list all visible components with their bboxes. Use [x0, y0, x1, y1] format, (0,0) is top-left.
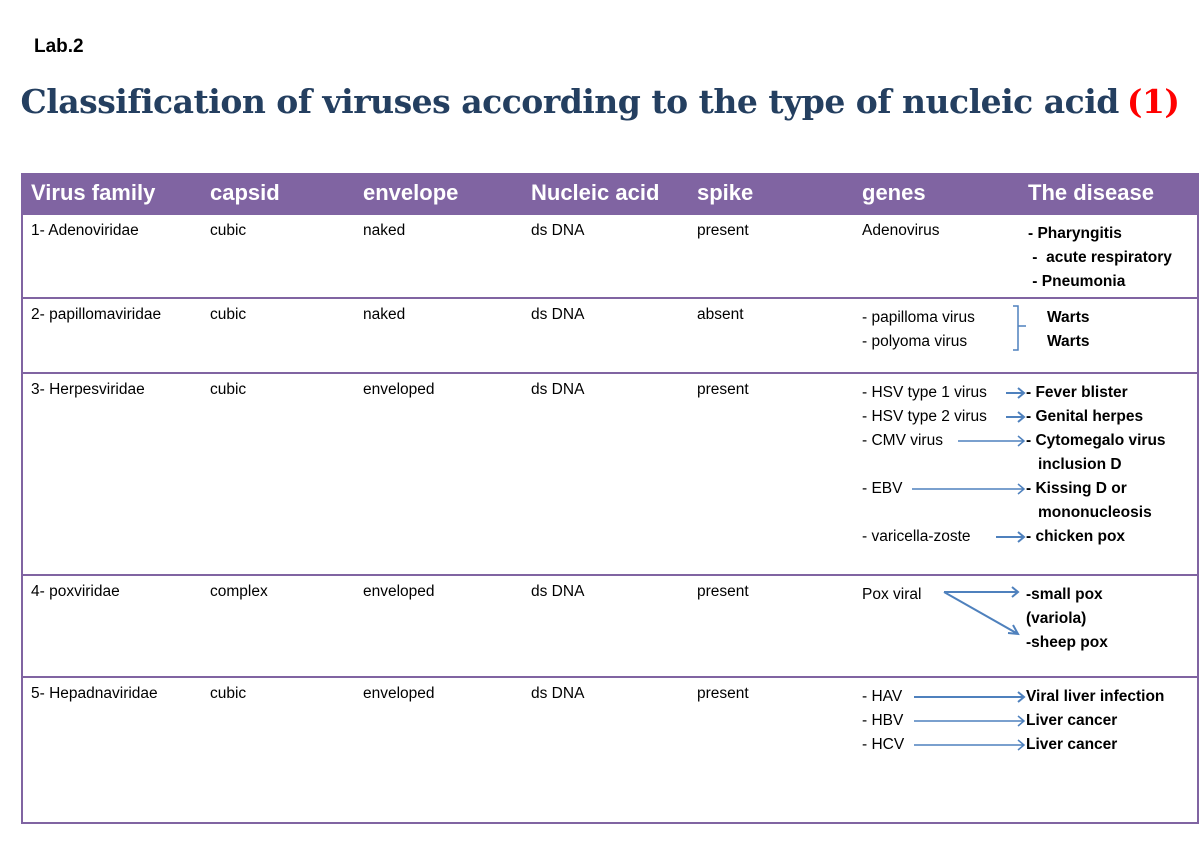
cell-family: 3- Herpesviridae: [22, 372, 202, 575]
header-envelope: envelope: [355, 174, 523, 214]
arrow-icon: [914, 715, 1026, 727]
table-row: 2- papillomaviridae cubic naked ds DNA a…: [22, 297, 1198, 373]
title-number: (1): [1126, 82, 1180, 121]
cell-genes: - papilloma virus - polyoma virus: [854, 297, 1026, 373]
gene-item: - HAV: [862, 688, 903, 705]
gene-item: - HCV: [862, 736, 905, 753]
disease-item: - Pneumonia: [1028, 273, 1126, 290]
cell-nucleic-acid: ds DNA: [523, 372, 689, 575]
disease-item: (variola): [1026, 610, 1087, 627]
gene-item: - HSV type 1 virus: [862, 384, 987, 401]
table-header-row: Virus family capsid envelope Nucleic aci…: [22, 174, 1198, 214]
gene-item: - HBV: [862, 712, 904, 729]
cell-envelope: enveloped: [355, 372, 523, 575]
table-row: 1- Adenoviridae cubic naked ds DNA prese…: [22, 213, 1198, 298]
disease-item: - Cytomegalo virus: [1026, 432, 1166, 449]
disease-item: Viral liver infection: [1026, 688, 1165, 705]
cell-nucleic-acid: ds DNA: [523, 574, 689, 677]
disease-item: Liver cancer: [1026, 712, 1118, 729]
disease-item: Warts: [1047, 333, 1090, 350]
table-row: 4- poxviridae complex enveloped ds DNA p…: [22, 574, 1198, 677]
cell-envelope: enveloped: [355, 676, 523, 823]
gene-item: Pox viral: [862, 586, 922, 603]
table-row: 3- Herpesviridae cubic enveloped ds DNA …: [22, 372, 1198, 575]
header-genes: genes: [854, 174, 1020, 214]
cell-genes-disease: Pox viral -small pox (variola) -sheep pox: [854, 574, 1198, 677]
cell-nucleic-acid: ds DNA: [523, 676, 689, 823]
cell-capsid: cubic: [202, 297, 355, 373]
cell-disease: Warts Warts: [1020, 297, 1198, 373]
arrow-icon: [912, 483, 1026, 495]
header-spike: spike: [689, 174, 854, 214]
disease-item: - acute respiratory: [1028, 249, 1172, 266]
cell-capsid: cubic: [202, 372, 355, 575]
title-text: Classification of viruses according to t…: [20, 82, 1119, 121]
cell-family: 1- Adenoviridae: [22, 213, 202, 298]
gene-item: - HSV type 2 virus: [862, 408, 987, 425]
cell-genes: Adenovirus: [854, 213, 1020, 298]
arrow-icon: [996, 531, 1026, 543]
arrow-icon: [1006, 411, 1026, 423]
cell-genes-disease: - HSV type 1 virus - Fever blister - HSV …: [854, 372, 1198, 575]
brace-icon: [1013, 305, 1026, 351]
disease-item: -small pox: [1026, 586, 1103, 603]
cell-spike: absent: [689, 297, 854, 373]
disease-item: - Fever blister: [1026, 384, 1128, 401]
cell-envelope: naked: [355, 297, 523, 373]
disease-item: - Genital herpes: [1026, 408, 1144, 425]
disease-item: -sheep pox: [1026, 634, 1108, 651]
lab-label: Lab.2: [34, 36, 84, 57]
header-virus-family: Virus family: [22, 174, 202, 214]
cell-spike: present: [689, 372, 854, 575]
cell-family: 5- Hepadnaviridae: [22, 676, 202, 823]
gene-item: - EBV: [862, 480, 903, 497]
arrow-icon: [1006, 387, 1026, 399]
cell-spike: present: [689, 676, 854, 823]
gene-item: - CMV virus: [862, 432, 943, 449]
cell-capsid: cubic: [202, 213, 355, 298]
disease-item: - chicken pox: [1026, 528, 1126, 545]
cell-envelope: enveloped: [355, 574, 523, 677]
cell-envelope: naked: [355, 213, 523, 298]
cell-spike: present: [689, 213, 854, 298]
cell-nucleic-acid: ds DNA: [523, 297, 689, 373]
branch-arrow-icon: [943, 586, 1020, 636]
cell-family: 4- poxviridae: [22, 574, 202, 677]
header-capsid: capsid: [202, 174, 355, 214]
disease-item: - Pharyngitis: [1028, 225, 1122, 242]
cell-capsid: complex: [202, 574, 355, 677]
disease-item: - Kissing D or: [1026, 480, 1127, 497]
cell-capsid: cubic: [202, 676, 355, 823]
cell-spike: present: [689, 574, 854, 677]
cell-genes-disease: - HAV Viral liver infection - HBV Liver ca…: [854, 676, 1198, 823]
page-title: Classification of viruses according to t…: [0, 82, 1200, 121]
gene-item: - polyoma virus: [862, 333, 968, 350]
cell-nucleic-acid: ds DNA: [523, 213, 689, 298]
gene-item: - varicella-zoste: [862, 528, 971, 545]
arrow-icon: [958, 435, 1026, 447]
cell-disease: - Pharyngitis - acute respiratory - Pneu…: [1020, 213, 1198, 298]
header-disease: The disease: [1020, 174, 1198, 214]
disease-item: Warts: [1047, 309, 1090, 326]
virus-classification-table: Virus family capsid envelope Nucleic aci…: [21, 173, 1199, 824]
header-nucleic-acid: Nucleic acid: [523, 174, 689, 214]
disease-item: Liver cancer: [1026, 736, 1118, 753]
disease-item: inclusion D: [1038, 456, 1122, 473]
arrow-icon: [914, 739, 1026, 751]
disease-item: mononucleosis: [1038, 504, 1152, 521]
cell-family: 2- papillomaviridae: [22, 297, 202, 373]
table-row: 5- Hepadnaviridae cubic enveloped ds DNA…: [22, 676, 1198, 823]
gene-item: - papilloma virus: [862, 309, 975, 326]
arrow-icon: [914, 691, 1026, 703]
